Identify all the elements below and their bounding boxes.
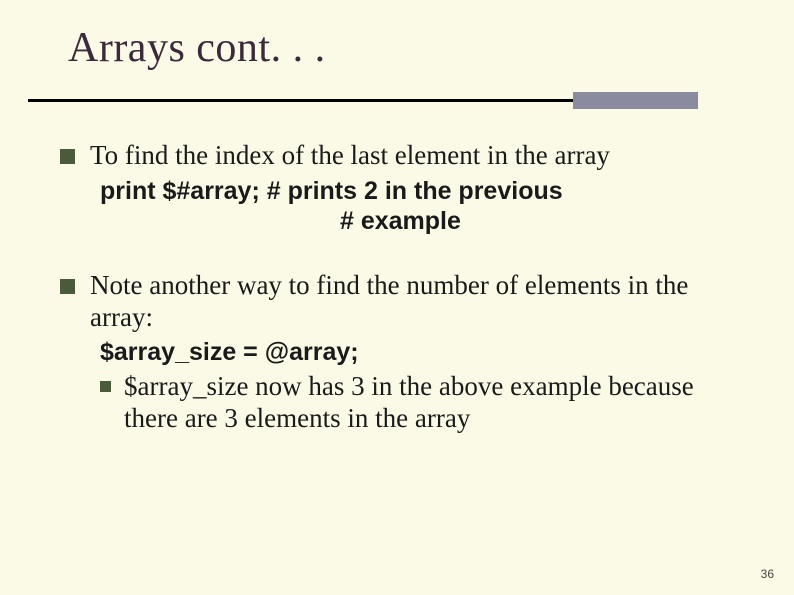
code-1-line-2: # example: [100, 206, 734, 236]
spacer: [60, 236, 744, 270]
bullet-1-text: To find the index of the last element in…: [90, 140, 610, 170]
title-accent-block: [573, 92, 698, 109]
square-bullet-icon: [100, 381, 111, 392]
bullet-point-1: To find the index of the last element in…: [60, 140, 744, 172]
sub-bullet: $array_size now has 3 in the above examp…: [100, 371, 734, 435]
slide-body: To find the index of the last element in…: [60, 140, 744, 435]
bullet-2-text: Note another way to find the number of e…: [90, 270, 688, 332]
slide: Arrays cont. . . To find the index of th…: [0, 0, 794, 595]
title-underline: [28, 99, 573, 102]
square-bullet-icon: [60, 279, 75, 294]
sub-bullet-text: $array_size now has 3 in the above examp…: [124, 371, 694, 433]
code-1-line-1: print $#array; # prints 2 in the previou…: [100, 177, 563, 205]
page-number: 36: [761, 567, 774, 581]
bullet-point-2: Note another way to find the number of e…: [60, 270, 744, 334]
code-2-line: $array_size = @array;: [100, 338, 359, 366]
slide-title: Arrays cont. . .: [68, 24, 326, 72]
code-block-2: $array_size = @array; $array_size now ha…: [100, 338, 734, 435]
code-block-1: print $#array; # prints 2 in the previou…: [100, 176, 734, 236]
square-bullet-icon: [60, 149, 75, 164]
